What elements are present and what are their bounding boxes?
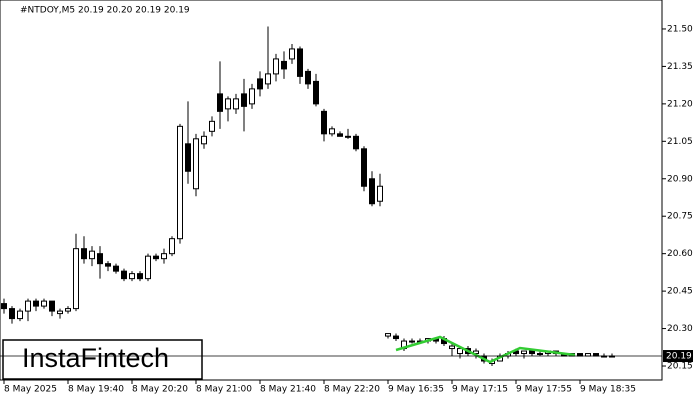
candle-body (121, 270, 127, 280)
candle-body (9, 308, 15, 320)
y-tick-label: 20.60 (667, 249, 693, 259)
y-tick-label: 20.45 (667, 287, 693, 297)
candle-body (265, 73, 271, 85)
candle-body (313, 80, 319, 105)
candle-body (145, 255, 151, 280)
candle-body (1, 303, 7, 310)
x-tick-label: 8 May 21:40 (260, 385, 316, 395)
candle-body (449, 345, 455, 350)
candle-body (473, 350, 479, 355)
x-tick-label: 9 May 18:35 (580, 385, 636, 395)
candle-body (201, 135, 207, 145)
candle-body (41, 300, 47, 307)
candle-body (33, 300, 39, 307)
candle-body (521, 350, 527, 355)
chart-title: #NTDOY,M5 20.19 20.20 20.19 20.19 (20, 6, 190, 16)
candle-body (321, 110, 327, 135)
y-tick-label: 20.30 (667, 324, 693, 334)
candle-body (385, 333, 391, 337)
candle-body (97, 253, 103, 265)
pattern-line (395, 335, 576, 364)
candle-body (361, 148, 367, 187)
x-tick-label: 9 May 17:15 (452, 385, 508, 395)
candle-body (529, 350, 535, 355)
candle-body (161, 253, 167, 260)
candle-body (377, 185, 383, 202)
y-tick-label: 21.35 (667, 62, 693, 72)
candle-body (289, 48, 295, 60)
candle-body (89, 250, 95, 260)
x-tick-label: 8 May 21:00 (196, 385, 252, 395)
candle-body (537, 353, 543, 356)
y-tick-label: 21.20 (667, 99, 693, 109)
x-tick-label: 8 May 2025 (4, 385, 57, 395)
candle-body (409, 340, 415, 343)
candle-body (273, 58, 279, 75)
price-label-bg (663, 350, 693, 363)
candle-body (177, 125, 183, 240)
candle-body (353, 135, 359, 150)
candle-body (225, 98, 231, 110)
candle-body (329, 128, 335, 135)
candle-body (153, 255, 159, 260)
candle-body (257, 78, 263, 90)
x-tick-label: 9 May 17:55 (516, 385, 572, 395)
candle-body (217, 93, 223, 112)
y-tick-label: 21.50 (667, 24, 693, 34)
x-tick-label: 8 May 20:20 (132, 385, 188, 395)
candle-body (241, 93, 247, 107)
candle-body (233, 98, 239, 110)
candle-body (81, 248, 87, 260)
candle-body (281, 60, 287, 70)
y-tick-label: 21.05 (667, 137, 693, 147)
x-tick-label: 8 May 19:40 (68, 385, 124, 395)
candle-body (345, 135, 351, 138)
y-tick-label: 20.90 (667, 174, 693, 184)
candle-body (297, 48, 303, 77)
candle-body (249, 88, 255, 105)
candle-body (17, 310, 23, 320)
candle-body (169, 238, 175, 255)
candle-body (65, 308, 71, 312)
candle-body (49, 300, 55, 312)
candle-body (57, 310, 63, 315)
candle-body (113, 265, 119, 272)
candle-body (369, 178, 375, 205)
candle-body (305, 70, 311, 85)
candle-body (73, 248, 79, 310)
candle-body (185, 143, 191, 172)
candle-body (457, 348, 463, 355)
x-tick-label: 8 May 22:20 (324, 385, 380, 395)
candle-body (137, 273, 143, 280)
candle-body (25, 300, 31, 312)
logo: InstaFintech (22, 343, 169, 373)
y-tick-label: 20.15 (667, 362, 693, 372)
candle-body (337, 133, 343, 137)
x-tick-label: 9 May 16:35 (388, 385, 444, 395)
candle-body (193, 138, 199, 190)
y-tick-label: 20.75 (667, 212, 693, 222)
candle-body (105, 263, 111, 267)
candle-body (393, 335, 399, 340)
candle-body (129, 273, 135, 280)
candle-body (209, 120, 215, 132)
price-label: 20.19 (666, 352, 692, 362)
logo-box (2, 339, 203, 380)
plot-frame (0, 0, 663, 381)
